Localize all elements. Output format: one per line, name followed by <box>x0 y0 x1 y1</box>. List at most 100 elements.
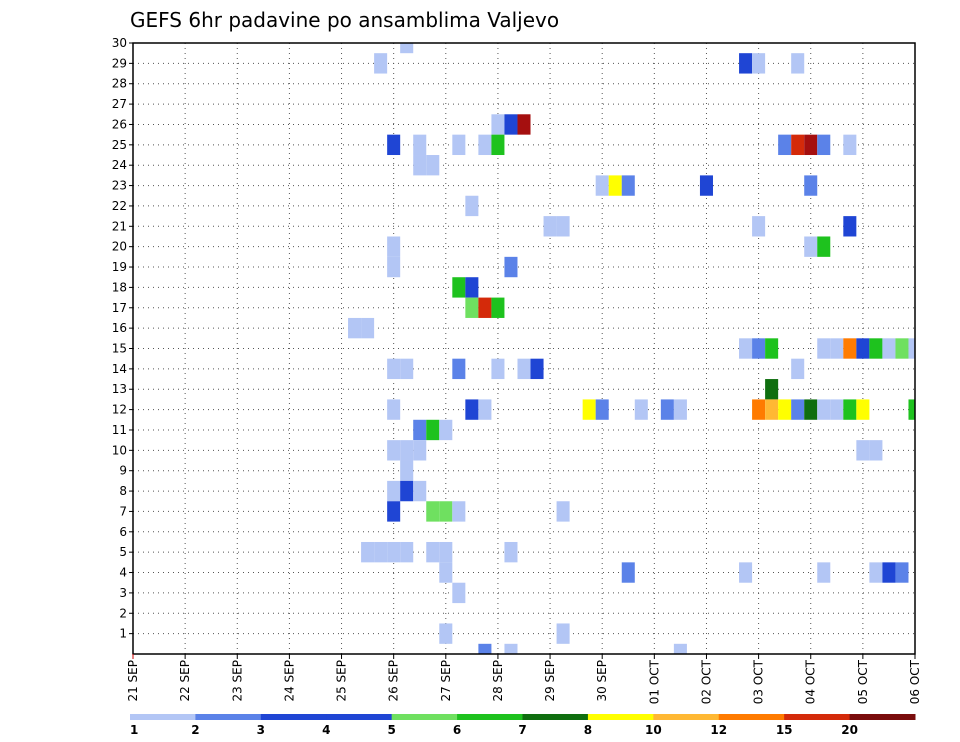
y-tick-label: 27 <box>112 97 127 111</box>
data-cell <box>699 175 713 196</box>
data-cell <box>452 501 466 522</box>
data-cell <box>556 501 570 522</box>
y-tick-label: 25 <box>112 138 127 152</box>
data-cell <box>621 175 635 196</box>
data-cell <box>830 399 844 420</box>
data-cell <box>387 256 401 278</box>
data-cell <box>765 379 779 400</box>
data-cell <box>387 358 401 380</box>
data-cell <box>869 338 883 359</box>
data-cell <box>765 399 779 420</box>
data-cell <box>465 277 479 298</box>
data-cell <box>530 358 544 380</box>
data-cell <box>882 338 896 359</box>
y-tick-label: 5 <box>119 545 127 559</box>
legend-swatch <box>718 714 785 720</box>
data-cell <box>517 114 531 135</box>
data-cell <box>621 562 635 583</box>
x-tick-label: 24 SEP <box>282 660 296 702</box>
legend-swatch <box>391 714 458 720</box>
data-cell <box>582 399 596 420</box>
x-tick-label: 23 SEP <box>230 660 244 702</box>
data-cell <box>543 216 557 237</box>
data-cell <box>400 358 414 380</box>
data-cell <box>869 562 883 583</box>
data-cell <box>348 317 362 339</box>
data-cell <box>478 399 492 420</box>
data-cell <box>478 297 492 318</box>
data-cell <box>804 175 818 196</box>
data-cell <box>452 582 466 604</box>
data-cell <box>856 338 870 359</box>
data-cell <box>817 236 831 257</box>
data-cell <box>400 43 414 54</box>
y-tick-label: 24 <box>112 158 127 172</box>
data-cells <box>348 43 915 654</box>
y-tick-label: 26 <box>112 117 127 131</box>
data-cell <box>387 399 401 420</box>
y-tick-label: 8 <box>119 484 127 498</box>
data-cell <box>400 460 414 481</box>
y-tick-label: 15 <box>112 342 127 356</box>
data-cell <box>791 399 805 420</box>
data-cell <box>595 399 609 420</box>
data-cell <box>400 440 414 461</box>
data-cell <box>361 317 375 339</box>
data-cell <box>752 216 766 237</box>
data-cell <box>491 134 505 156</box>
y-tick-label: 4 <box>119 566 127 580</box>
data-cell <box>504 256 518 278</box>
x-tick-label: 06 OCT <box>908 659 922 704</box>
data-cell <box>673 643 687 654</box>
legend-label: 10 <box>645 723 662 737</box>
data-cell <box>452 134 466 156</box>
x-tick-label: 27 SEP <box>439 660 453 702</box>
data-cell <box>413 480 427 502</box>
data-cell <box>426 419 440 441</box>
data-cell <box>387 480 401 502</box>
x-tick-label: 05 OCT <box>856 659 870 704</box>
data-cell <box>387 236 401 257</box>
data-cell <box>413 440 427 461</box>
y-tick-label: 22 <box>112 199 127 213</box>
data-cell <box>504 643 518 654</box>
x-tick-label: 21 SEP <box>126 660 140 702</box>
data-cell <box>452 358 466 380</box>
x-tick-label: 02 OCT <box>699 659 713 704</box>
y-tick-label: 3 <box>119 586 127 600</box>
data-cell <box>843 216 857 237</box>
data-cell <box>504 541 518 563</box>
y-tick-label: 28 <box>112 77 127 91</box>
data-cell <box>439 541 453 563</box>
data-cell <box>895 562 909 583</box>
y-tick-label: 1 <box>119 627 127 641</box>
chart-title: GEFS 6hr padavine po ansamblima Valjevo <box>130 8 559 32</box>
x-tick-label: 03 OCT <box>752 659 766 704</box>
data-cell <box>673 399 687 420</box>
data-cell <box>504 114 518 135</box>
y-axis: 1234567891011121314151617181920212223242… <box>112 36 133 641</box>
data-cell <box>752 399 766 420</box>
legend-label: 12 <box>710 723 727 737</box>
legend-label: 2 <box>191 723 199 737</box>
legend-label: 15 <box>776 723 793 737</box>
y-tick-label: 12 <box>112 403 127 417</box>
legend-label: 8 <box>584 723 592 737</box>
x-tick-label: 04 OCT <box>804 659 818 704</box>
legend-swatch <box>457 714 523 720</box>
legend-label: 5 <box>387 723 395 737</box>
data-cell <box>387 501 401 522</box>
y-tick-label: 10 <box>112 443 127 457</box>
data-cell <box>400 541 414 563</box>
y-tick-label: 17 <box>112 301 127 315</box>
y-tick-label: 20 <box>112 240 127 254</box>
data-cell <box>478 134 492 156</box>
data-cell <box>439 562 453 583</box>
y-tick-label: 11 <box>112 423 127 437</box>
x-tick-label: 25 SEP <box>335 660 349 702</box>
data-cell <box>830 338 844 359</box>
legend-label: 7 <box>518 723 526 737</box>
data-cell <box>843 134 857 156</box>
data-cell <box>752 338 766 359</box>
